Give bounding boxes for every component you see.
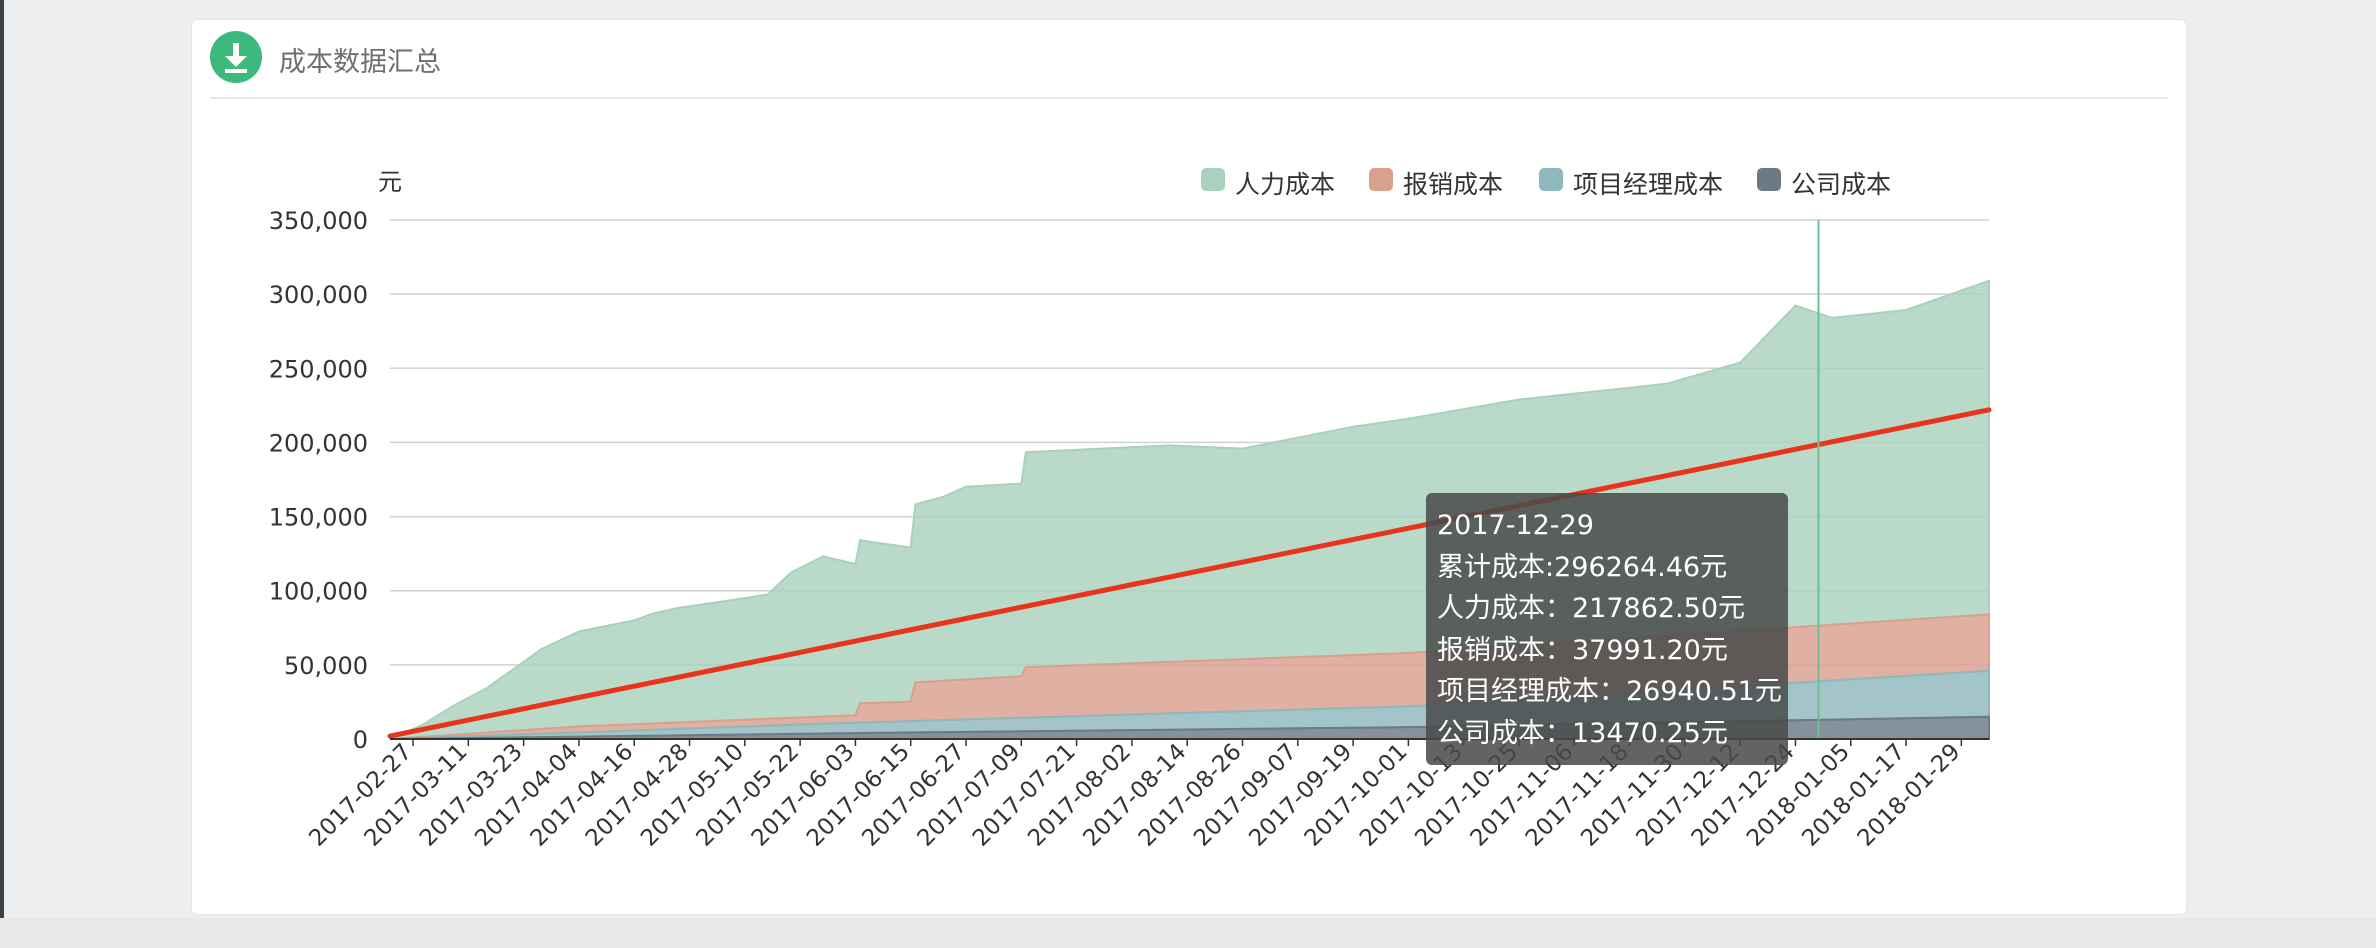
download-icon[interactable] — [210, 31, 262, 83]
legend-swatch — [1539, 168, 1563, 191]
tooltip-labor-cost: 人力成本：217862.50元 — [1437, 593, 1746, 624]
tooltip-reimbursement-cost: 报销成本：37991.20元 — [1437, 634, 1728, 666]
legend-swatch — [1201, 168, 1225, 191]
legend-label: 人力成本 — [1235, 170, 1335, 199]
chart-tooltip: 2017-12-29 累计成本:296264.46元 人力成本：217862.5… — [1426, 493, 1788, 765]
tooltip-total-cost: 累计成本:296264.46元 — [1437, 551, 1728, 583]
legend-label: 项目经理成本 — [1573, 170, 1723, 199]
legend: 人力成本 报销成本 项目经理成本 公司成本 — [1201, 168, 1891, 199]
y-axis-unit: 元 — [378, 168, 402, 196]
legend-label: 公司成本 — [1791, 170, 1891, 199]
trend-line — [387, 407, 1992, 739]
tooltip-pm-cost: 项目经理成本：26940.51元 — [1437, 676, 1782, 707]
legend-label: 报销成本 — [1403, 170, 1503, 199]
y-tick-label: 100,000 — [269, 578, 368, 606]
panel-title: 成本数据汇总 — [279, 47, 441, 78]
y-tick-label: 350,000 — [269, 207, 368, 235]
y-tick-label: 250,000 — [269, 355, 368, 383]
tooltip-date: 2017-12-29 — [1437, 510, 1594, 541]
y-tick-label: 0 — [353, 726, 368, 754]
tooltip-company-cost: 公司成本：13470.25元 — [1437, 717, 1728, 749]
y-tick-label: 300,000 — [269, 281, 368, 309]
legend-swatch — [1757, 168, 1781, 191]
window-edge — [0, 0, 4, 948]
legend-swatch — [1369, 168, 1393, 191]
y-tick-label: 150,000 — [269, 504, 368, 532]
panel-header: 成本数据汇总 — [210, 20, 2168, 99]
y-axis-ticks: 0 50,000 100,000 150,000 200,000 250,000 300,0… — [269, 207, 368, 754]
y-tick-label: 200,000 — [269, 429, 368, 457]
y-tick-label: 50,000 — [284, 652, 368, 680]
page-footer-band — [0, 918, 2376, 948]
